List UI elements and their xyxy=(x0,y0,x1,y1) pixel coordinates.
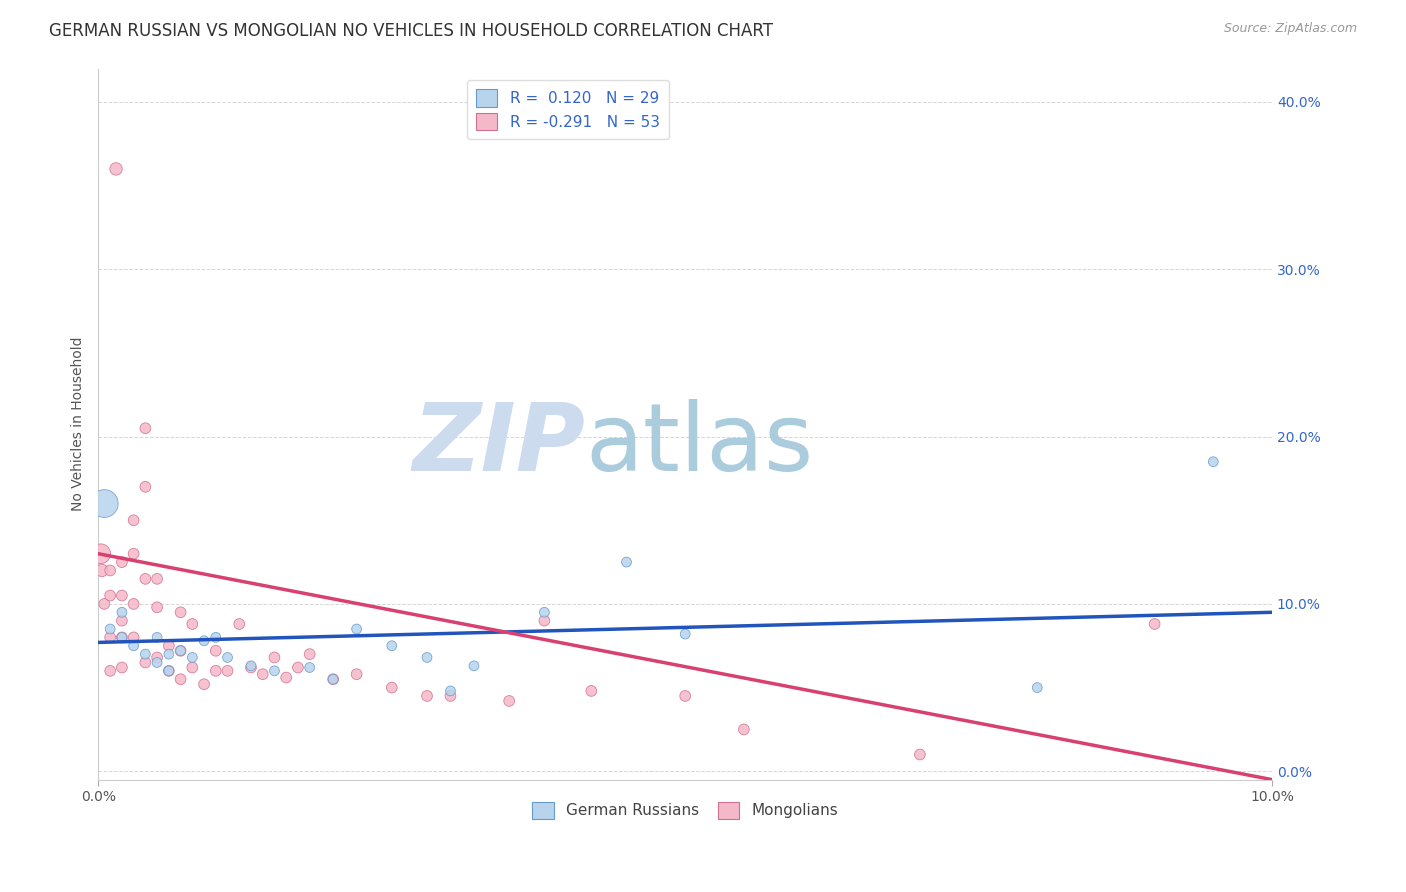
Point xyxy=(298,660,321,674)
Point xyxy=(111,631,134,645)
Point xyxy=(439,684,461,698)
Point xyxy=(228,617,250,632)
Point xyxy=(169,644,191,658)
Point xyxy=(98,631,121,645)
Point xyxy=(416,689,439,703)
Point xyxy=(157,639,180,653)
Point xyxy=(146,656,169,670)
Point xyxy=(146,631,169,645)
Point xyxy=(157,647,180,661)
Point xyxy=(616,555,638,569)
Point xyxy=(90,547,112,561)
Point xyxy=(204,644,226,658)
Point xyxy=(181,617,204,632)
Text: ZIP: ZIP xyxy=(412,400,585,491)
Point xyxy=(193,677,215,691)
Point xyxy=(111,605,134,619)
Point xyxy=(122,547,145,561)
Point xyxy=(298,647,321,661)
Point xyxy=(416,650,439,665)
Point xyxy=(240,658,263,673)
Point xyxy=(98,622,121,636)
Point xyxy=(122,631,145,645)
Point xyxy=(498,694,520,708)
Point xyxy=(322,672,344,686)
Point xyxy=(111,555,134,569)
Point xyxy=(93,497,115,511)
Point xyxy=(263,650,285,665)
Point xyxy=(673,627,696,641)
Point xyxy=(533,605,555,619)
Point xyxy=(217,650,239,665)
Point xyxy=(134,421,156,435)
Point xyxy=(181,660,204,674)
Point xyxy=(1202,455,1225,469)
Point xyxy=(276,671,298,685)
Point xyxy=(287,660,309,674)
Point xyxy=(381,639,404,653)
Point xyxy=(134,647,156,661)
Point xyxy=(93,597,115,611)
Point xyxy=(134,480,156,494)
Point xyxy=(346,622,368,636)
Point xyxy=(581,684,603,698)
Point xyxy=(169,605,191,619)
Point xyxy=(181,650,204,665)
Point xyxy=(204,631,226,645)
Point xyxy=(111,614,134,628)
Legend: German Russians, Mongolians: German Russians, Mongolians xyxy=(526,796,844,825)
Point xyxy=(122,597,145,611)
Point xyxy=(169,672,191,686)
Point xyxy=(381,681,404,695)
Point xyxy=(98,589,121,603)
Point xyxy=(217,664,239,678)
Point xyxy=(146,650,169,665)
Point xyxy=(1143,617,1166,632)
Point xyxy=(98,664,121,678)
Point xyxy=(346,667,368,681)
Point xyxy=(98,564,121,578)
Point xyxy=(673,689,696,703)
Point xyxy=(134,572,156,586)
Point xyxy=(908,747,931,762)
Point xyxy=(263,664,285,678)
Point xyxy=(157,664,180,678)
Point xyxy=(122,639,145,653)
Y-axis label: No Vehicles in Household: No Vehicles in Household xyxy=(72,337,86,511)
Point xyxy=(733,723,755,737)
Point xyxy=(252,667,274,681)
Point xyxy=(439,689,461,703)
Point xyxy=(91,564,114,578)
Point xyxy=(146,572,169,586)
Point xyxy=(146,600,169,615)
Point xyxy=(204,664,226,678)
Point xyxy=(111,589,134,603)
Point xyxy=(169,644,191,658)
Text: atlas: atlas xyxy=(585,400,814,491)
Point xyxy=(193,633,215,648)
Point xyxy=(122,513,145,527)
Point xyxy=(533,614,555,628)
Point xyxy=(463,658,485,673)
Point xyxy=(111,631,134,645)
Point xyxy=(111,660,134,674)
Point xyxy=(105,161,128,176)
Point xyxy=(240,660,263,674)
Point xyxy=(157,664,180,678)
Point xyxy=(1026,681,1049,695)
Point xyxy=(134,656,156,670)
Text: Source: ZipAtlas.com: Source: ZipAtlas.com xyxy=(1223,22,1357,36)
Point xyxy=(322,672,344,686)
Text: GERMAN RUSSIAN VS MONGOLIAN NO VEHICLES IN HOUSEHOLD CORRELATION CHART: GERMAN RUSSIAN VS MONGOLIAN NO VEHICLES … xyxy=(49,22,773,40)
